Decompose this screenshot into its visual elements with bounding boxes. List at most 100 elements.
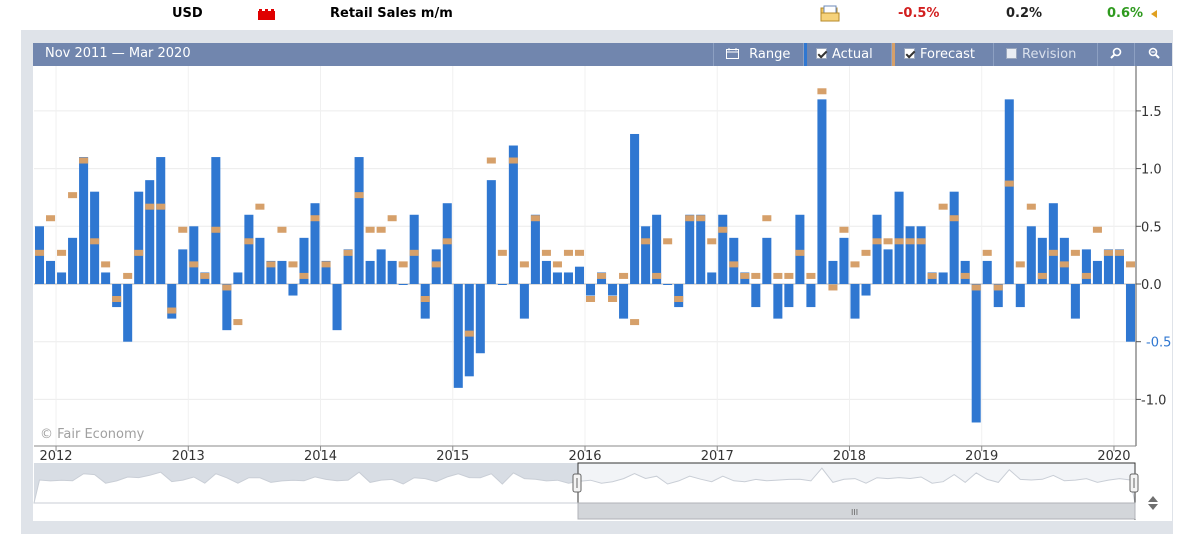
navigator-series — [33, 467, 1136, 504]
actual-bar — [178, 249, 188, 284]
forecast-marker — [608, 296, 618, 303]
forecast-marker — [850, 261, 860, 268]
actual-bar — [343, 249, 353, 284]
actual-bar — [1092, 260, 1102, 284]
forecast-marker — [1048, 249, 1058, 256]
forecast-marker — [420, 296, 430, 303]
actual-bar — [211, 157, 221, 284]
zoom-out-icon — [1148, 47, 1160, 59]
forecast-marker — [1037, 272, 1047, 279]
zoom-in-button[interactable] — [1097, 43, 1134, 66]
actual-bar — [332, 284, 342, 331]
forecast-color-swatch — [892, 43, 895, 66]
actual-bar — [1081, 249, 1091, 284]
actual-bar — [1004, 99, 1014, 284]
forecast-marker — [46, 215, 56, 222]
forecast-marker — [861, 249, 871, 256]
forecast-marker — [729, 261, 739, 268]
forecast-checkbox[interactable] — [904, 48, 915, 59]
actual-bar — [1103, 249, 1113, 284]
forecast-marker — [585, 296, 596, 303]
actual-bar — [79, 157, 89, 284]
forecast-marker — [685, 215, 695, 222]
actual-bar — [409, 214, 419, 284]
forecast-marker — [993, 284, 1003, 291]
forecast-marker — [1114, 249, 1124, 256]
actual-bar — [861, 284, 871, 296]
forecast-marker — [343, 249, 353, 256]
chart-toolbar: Nov 2011 — Mar 2020 Range Actual Forecas… — [33, 43, 1172, 66]
forecast-marker — [486, 157, 496, 164]
forecast-marker — [817, 88, 827, 95]
scroll-down-icon[interactable] — [1148, 504, 1158, 510]
actual-bar — [464, 284, 474, 377]
forecast-marker — [222, 284, 232, 291]
forecast-marker — [1081, 272, 1091, 279]
forecast-marker — [90, 238, 100, 245]
forecast-marker — [101, 261, 111, 268]
zoom-in-icon — [1110, 47, 1122, 59]
actual-bar — [817, 99, 827, 284]
actual-bar — [883, 249, 893, 284]
scrollbar-grip-icon[interactable]: III — [851, 508, 858, 517]
scroll-up-icon[interactable] — [1148, 496, 1158, 502]
actual-bar — [839, 237, 849, 284]
actual-toggle[interactable]: Actual — [803, 43, 891, 66]
actual-bar — [707, 272, 717, 284]
actual-bar — [376, 249, 386, 284]
actual-bar — [123, 284, 133, 342]
actual-bar — [1037, 237, 1047, 284]
actual-bar — [729, 237, 739, 284]
forecast-marker — [982, 249, 992, 256]
forecast-marker — [960, 272, 970, 279]
forecast-marker — [916, 238, 926, 245]
forecast-marker — [795, 249, 805, 256]
x-tick-label: 2020 — [1097, 449, 1130, 464]
forecast-marker — [905, 238, 915, 245]
range-label: Range — [749, 47, 791, 62]
revision-toggle[interactable]: Revision — [993, 43, 1097, 66]
y-tick-label: -0.5 — [1146, 336, 1171, 351]
navigator-scrollbar[interactable] — [577, 502, 1136, 520]
forecast-marker — [167, 307, 177, 314]
date-range-label: Nov 2011 — Mar 2020 — [45, 46, 191, 61]
forecast-marker — [971, 284, 981, 291]
forecast-toggle[interactable]: Forecast — [891, 43, 993, 66]
actual-bar — [982, 260, 992, 284]
actual-bar — [299, 237, 309, 284]
previous-value: 0.6% — [1107, 6, 1144, 21]
forecast-marker — [178, 226, 188, 233]
actual-bar — [1070, 284, 1080, 319]
forecast-marker — [57, 249, 67, 256]
x-axis-labels: 2012 2013 2014 2015 2016 2017 2018 2019 2020 — [39, 446, 1131, 464]
x-tick-label: 2014 — [304, 449, 337, 464]
forecast-markers — [34, 88, 1136, 337]
event-title[interactable]: Retail Sales m/m — [330, 6, 453, 21]
y-axis-ticks: 1.5 1.0 0.5 0.0 -0.5 -1.0 — [1136, 105, 1171, 408]
forecast-marker — [365, 226, 375, 233]
currency-label: USD — [172, 6, 203, 21]
actual-bar — [663, 284, 673, 285]
actual-bar — [365, 260, 375, 284]
actual-bar — [971, 284, 981, 423]
zoom-out-button[interactable] — [1134, 43, 1172, 66]
actual-bar — [938, 272, 948, 284]
forecast-marker — [442, 238, 452, 245]
actual-bar — [619, 284, 629, 319]
forecast-marker — [674, 296, 684, 303]
x-tick-label: 2012 — [39, 449, 72, 464]
forecast-marker — [563, 249, 573, 256]
forecast-marker — [189, 261, 199, 268]
x-tick-label: 2016 — [568, 449, 601, 464]
actual-checkbox[interactable] — [816, 48, 827, 59]
revision-checkbox[interactable] — [1006, 48, 1017, 59]
forecast-marker — [806, 272, 816, 279]
range-button[interactable]: Range — [713, 43, 803, 66]
actual-bar — [255, 237, 265, 284]
forecast-marker — [464, 330, 474, 337]
high-impact-icon — [258, 9, 275, 20]
actual-bar — [652, 214, 662, 284]
folder-detail-icon[interactable] — [820, 5, 840, 22]
actual-bar — [112, 284, 122, 308]
